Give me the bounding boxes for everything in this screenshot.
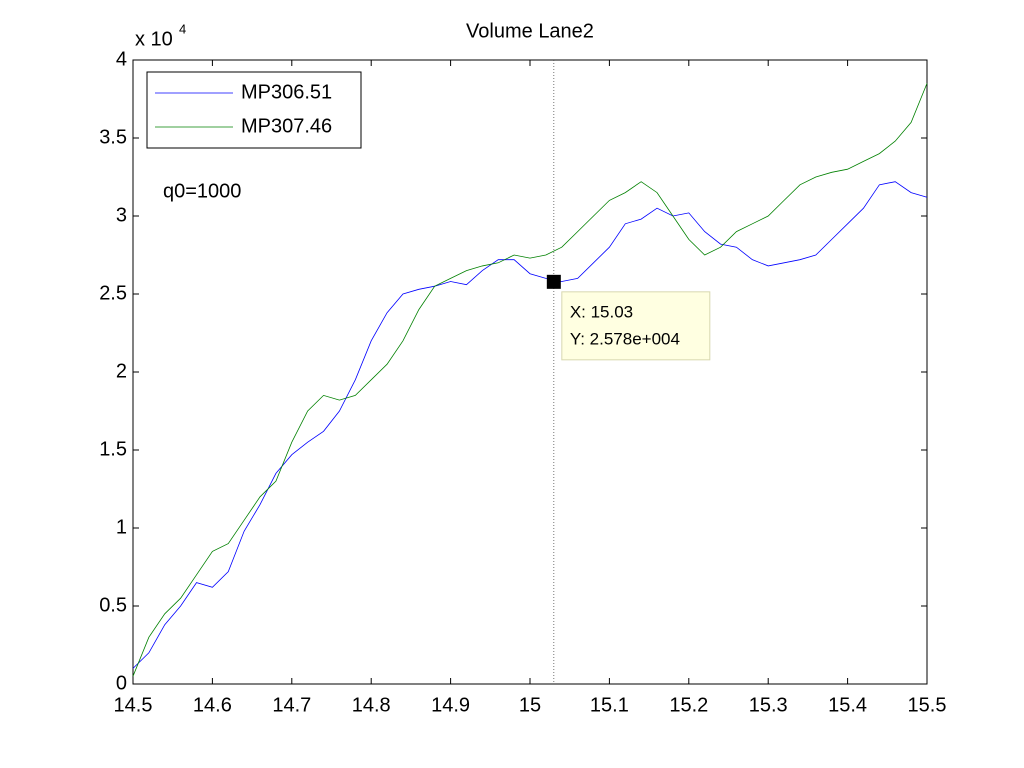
y-tick-label: 0 — [116, 672, 127, 694]
y-tick-label: 1.5 — [99, 438, 127, 460]
y-tick-label: 4 — [116, 48, 127, 70]
datatip-y: Y: 2.578e+004 — [570, 329, 680, 348]
x-tick-label: 15 — [519, 694, 541, 716]
chart-title: Volume Lane2 — [466, 20, 594, 42]
datatip-x: X: 15.03 — [570, 302, 633, 321]
legend-label: MP306.51 — [241, 81, 332, 103]
x-tick-label: 15.4 — [828, 694, 867, 716]
y-tick-label: 2 — [116, 360, 127, 382]
datatip-marker — [546, 274, 561, 289]
x-tick-label: 14.6 — [193, 694, 232, 716]
annotation: q0=1000 — [163, 180, 241, 202]
legend-label: MP307.46 — [241, 115, 332, 137]
x-tick-label: 14.7 — [272, 694, 311, 716]
x-tick-label: 15.5 — [908, 694, 947, 716]
x-tick-label: 14.5 — [114, 694, 153, 716]
series-line — [132, 181, 928, 669]
x-tick-label: 14.8 — [352, 694, 391, 716]
y-exponent-base: x 10 — [135, 28, 173, 50]
x-tick-label: 14.9 — [431, 694, 470, 716]
y-tick-label: 2.5 — [99, 282, 127, 304]
y-tick-label: 1 — [116, 516, 127, 538]
y-tick-label: 3.5 — [99, 126, 127, 148]
datatip-box — [561, 291, 711, 361]
y-tick-label: 0.5 — [99, 594, 127, 616]
x-tick-label: 15.2 — [669, 694, 708, 716]
legend-box — [146, 71, 362, 149]
x-tick-label: 15.3 — [749, 694, 788, 716]
y-tick-label: 3 — [116, 204, 127, 226]
x-tick-label: 15.1 — [590, 694, 629, 716]
series-line — [132, 83, 928, 677]
y-exponent-power: 4 — [179, 21, 186, 36]
